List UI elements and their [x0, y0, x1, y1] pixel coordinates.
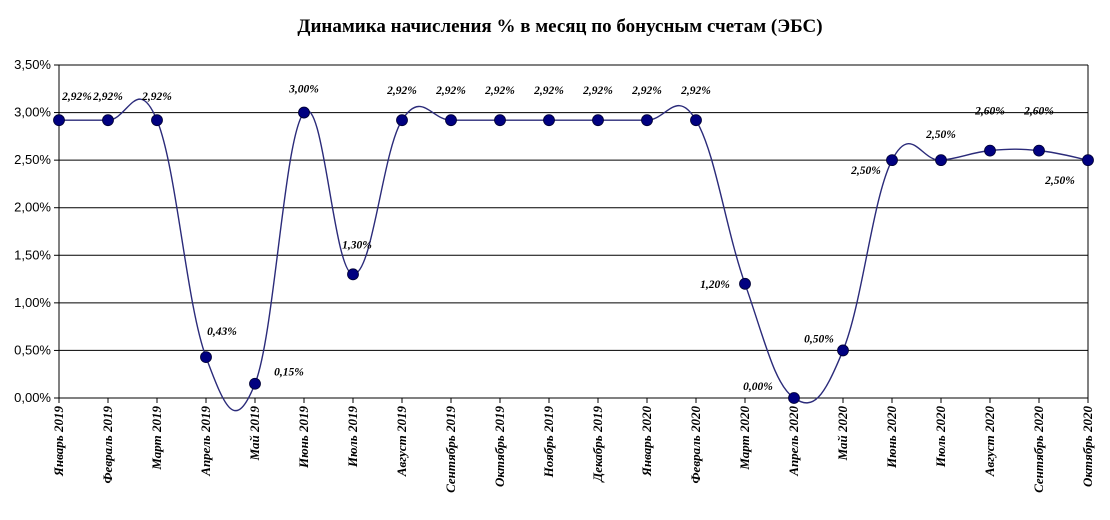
data-labels: 2,92% 2,92% 2,92%0,43%0,15%3,00%1,30%2,92%…	[61, 84, 1075, 393]
data-label: 2,92%	[680, 85, 711, 97]
x-tick-label: Апрель 2020	[786, 406, 801, 477]
data-point	[1082, 154, 1094, 167]
y-tick-label: 1,50%	[14, 247, 51, 262]
x-tick-label: Декабрь 2019	[590, 406, 605, 483]
x-tick-label: Август 2020	[982, 406, 997, 478]
gridlines	[54, 64, 1089, 399]
data-label: 2,92%	[435, 85, 466, 97]
data-label: 2,92%	[582, 85, 613, 97]
x-tick-label: Январь 2019	[51, 406, 66, 478]
y-tick-label: 3,50%	[14, 57, 51, 72]
y-tick-label: 1,00%	[14, 295, 51, 310]
data-point	[53, 114, 65, 127]
x-axis-ticks: Январь 2019 Февраль 2019 Март 2019 Апрель 2…	[51, 398, 1095, 493]
x-tick-label: Октябрь 2020	[1080, 406, 1095, 487]
data-label: 2,50%	[1044, 175, 1075, 187]
data-label: 0,00%	[743, 381, 773, 393]
data-point	[151, 114, 163, 127]
y-tick-label: 0,50%	[14, 342, 51, 357]
y-tick-label: 3,00%	[14, 105, 51, 120]
y-tick-label: 2,50%	[14, 152, 51, 167]
data-point	[935, 154, 947, 167]
data-label: 2,92%	[141, 91, 172, 103]
data-point	[739, 277, 751, 290]
x-tick-label: Июль 2019	[345, 406, 360, 469]
data-point	[298, 106, 310, 119]
data-label: 2,92%	[386, 85, 417, 97]
chart-title: Динамика начисления % в месяц по бонусны…	[297, 16, 822, 37]
data-point	[249, 377, 261, 390]
data-point	[837, 344, 849, 357]
data-label: 1,20%	[700, 279, 730, 291]
data-point	[396, 114, 408, 127]
data-label: 1,30%	[342, 239, 372, 251]
x-tick-label: Апрель 2019	[198, 406, 213, 477]
data-point	[984, 144, 996, 157]
data-label: 0,15%	[274, 367, 304, 379]
x-tick-label: Октябрь 2019	[492, 406, 507, 487]
data-point	[592, 114, 604, 127]
y-axis-ticks: 0,00% 0,50% 1,00% 1,50% 2,00% 2,50% 3,00% 3,50%	[14, 57, 51, 405]
x-tick-label: Май 2020	[835, 406, 850, 462]
data-label: 2,92%	[92, 91, 123, 103]
data-markers	[53, 106, 1094, 404]
data-point	[347, 268, 359, 281]
x-tick-label: Август 2019	[394, 406, 409, 478]
data-label: 0,43%	[207, 326, 237, 338]
x-tick-label: Сентябрь 2020	[1031, 406, 1046, 493]
y-tick-label: 0,00%	[14, 390, 51, 405]
x-tick-label: Февраль 2019	[100, 406, 115, 484]
y-tick-label: 2,00%	[14, 200, 51, 215]
data-label: 2,50%	[850, 165, 881, 177]
x-tick-label: Июль 2020	[933, 406, 948, 469]
x-tick-label: Февраль 2020	[688, 406, 703, 484]
data-label: 2,92%	[484, 85, 515, 97]
data-label: 2,60%	[1023, 106, 1054, 118]
data-point	[543, 114, 555, 127]
data-point	[200, 351, 212, 363]
x-tick-label: Март 2020	[737, 406, 752, 471]
data-label: 2,92%	[631, 85, 662, 97]
x-tick-label: Март 2019	[149, 406, 164, 471]
data-point	[788, 392, 800, 404]
data-label: 0,50%	[804, 333, 834, 345]
series-line	[59, 98, 1089, 412]
data-point	[102, 114, 114, 127]
data-point	[1033, 144, 1045, 157]
x-tick-label: Июнь 2020	[884, 406, 899, 470]
data-label: 2,50%	[925, 129, 956, 141]
data-point	[690, 114, 702, 127]
data-point	[494, 114, 506, 127]
data-label: 2,60%	[974, 106, 1005, 118]
x-tick-label: Июнь 2019	[296, 406, 311, 470]
data-point	[641, 114, 653, 127]
data-label: 3,00%	[288, 84, 319, 96]
data-label: 2,92%	[533, 85, 564, 97]
x-tick-label: Сентябрь 2019	[443, 406, 458, 493]
data-point	[445, 114, 457, 127]
data-point	[886, 154, 898, 167]
x-tick-label: Май 2019	[247, 406, 262, 462]
x-tick-label: Январь 2020	[639, 406, 654, 478]
x-tick-label: Ноябрь 2019	[541, 406, 556, 479]
data-label: 2,92%	[61, 91, 92, 103]
